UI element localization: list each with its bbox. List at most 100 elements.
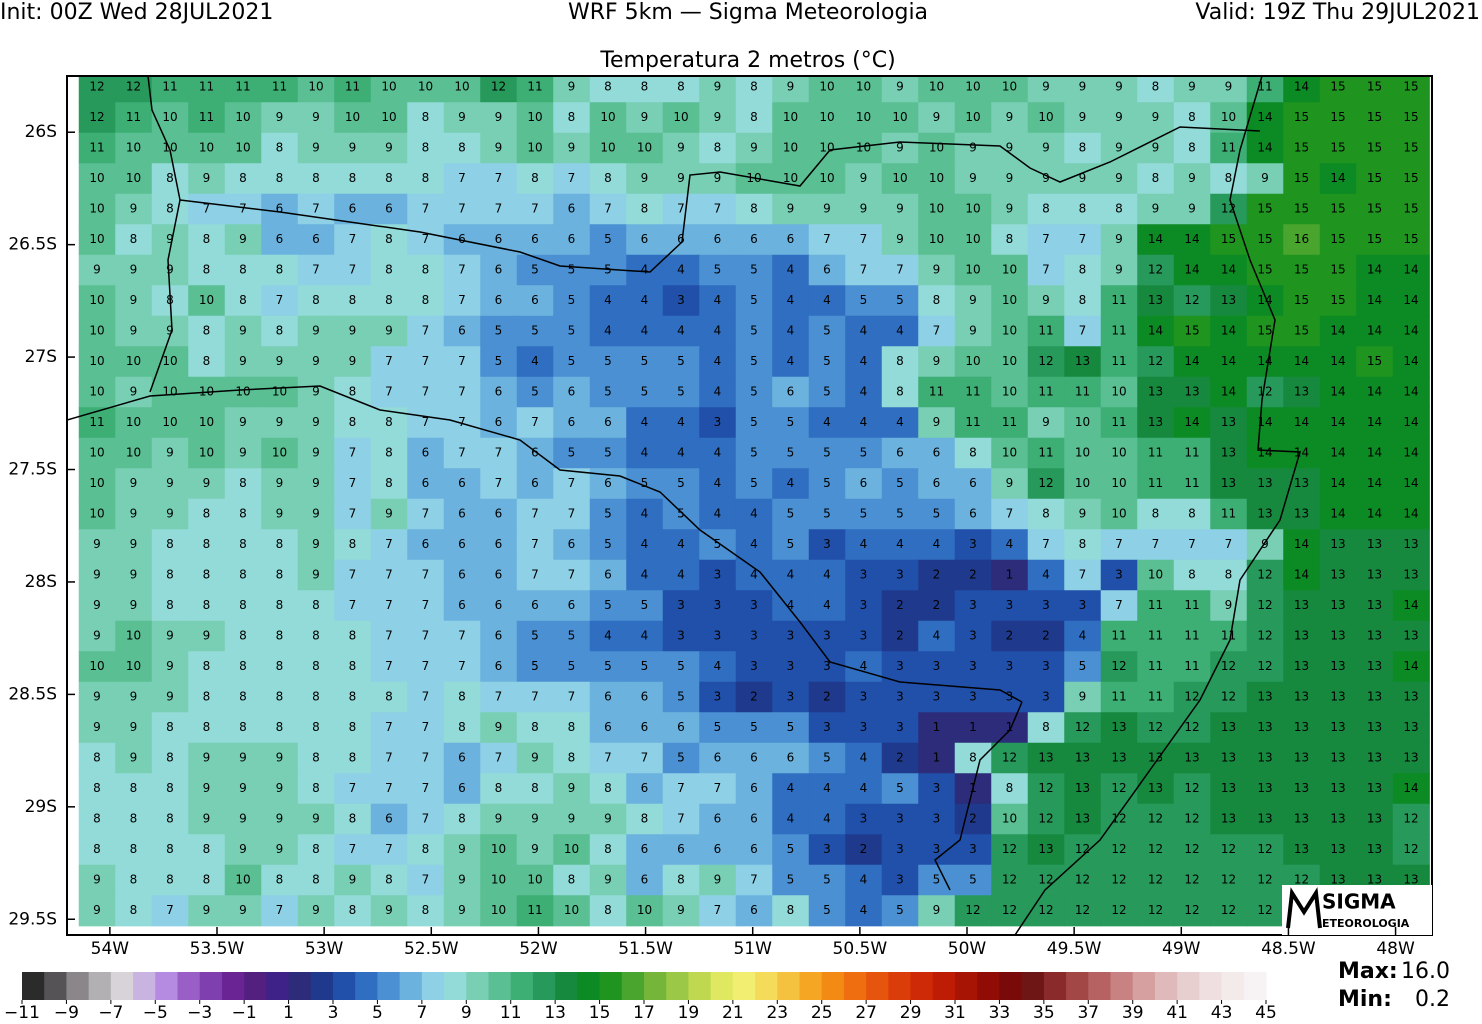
cell-value: 8 <box>130 781 138 795</box>
cell-value: 8 <box>568 110 576 124</box>
field-cell <box>1064 498 1102 530</box>
cell-value: 8 <box>1188 568 1196 582</box>
field-cell <box>370 346 408 378</box>
cell-value: 8 <box>677 873 685 887</box>
field-cell <box>78 346 116 378</box>
cell-value: 7 <box>677 781 685 795</box>
field-cell <box>881 468 919 500</box>
field-cell <box>881 376 919 408</box>
cell-value: 8 <box>166 537 174 551</box>
field-cell <box>1356 193 1394 225</box>
cell-value: 12 <box>1148 842 1163 856</box>
cell-value: 10 <box>126 354 141 368</box>
cell-value: 9 <box>969 324 977 338</box>
cell-value: 2 <box>823 690 831 704</box>
cell-value: 13 <box>1330 537 1345 551</box>
colorbar-tick-label: −5 <box>143 1003 168 1020</box>
field-cell <box>881 193 919 225</box>
cell-value: 15 <box>1294 202 1309 216</box>
field-cell <box>261 468 299 500</box>
cell-value: 13 <box>1367 781 1382 795</box>
field-cell <box>334 590 372 622</box>
cell-value: 7 <box>458 171 466 185</box>
cell-value: 7 <box>568 171 576 185</box>
cell-value: 7 <box>422 781 430 795</box>
cell-value: 5 <box>823 507 831 521</box>
cell-value: 9 <box>1115 171 1123 185</box>
field-cell <box>224 559 262 591</box>
color-swatch <box>266 972 290 1000</box>
cell-value: 10 <box>673 110 688 124</box>
cell-value: 4 <box>641 507 649 521</box>
field-cell <box>370 285 408 317</box>
cell-value: 9 <box>130 202 138 216</box>
field-cell <box>188 254 226 286</box>
field-cell <box>881 559 919 591</box>
cell-value: 5 <box>604 385 612 399</box>
cell-value: 5 <box>641 354 649 368</box>
cell-value: 6 <box>531 476 539 490</box>
cell-value: 4 <box>787 293 795 307</box>
field-cell <box>589 102 627 134</box>
cell-value: 3 <box>860 720 868 734</box>
field-cell <box>954 224 992 256</box>
cell-value: 8 <box>349 385 357 399</box>
cell-value: 15 <box>1294 141 1309 155</box>
cell-value: 9 <box>93 568 101 582</box>
cell-value: 8 <box>276 568 284 582</box>
colorbar-tick-label: −3 <box>187 1003 212 1020</box>
cell-value: 10 <box>491 842 506 856</box>
field-cell <box>443 376 481 408</box>
cell-value: 6 <box>422 537 430 551</box>
cell-value: 8 <box>1079 293 1087 307</box>
field-cell <box>1027 437 1065 469</box>
field-cell <box>151 76 189 103</box>
cell-value: 5 <box>896 476 904 490</box>
cell-value: 3 <box>787 690 795 704</box>
cell-value: 10 <box>126 446 141 460</box>
cell-value: 6 <box>458 598 466 612</box>
cell-value: 6 <box>750 781 758 795</box>
field-cell <box>443 498 481 530</box>
cell-value: 11 <box>1111 690 1126 704</box>
cell-value: 11 <box>1148 690 1163 704</box>
cell-value: 10 <box>1111 476 1126 490</box>
field-cell <box>370 498 408 530</box>
cell-value: 14 <box>1367 476 1382 490</box>
field-cell <box>370 315 408 347</box>
field-cell <box>261 285 299 317</box>
field-cell <box>224 163 262 195</box>
field-cell <box>261 529 299 561</box>
cell-value: 5 <box>568 629 576 643</box>
cell-value: 13 <box>1148 781 1163 795</box>
cell-value: 8 <box>312 873 320 887</box>
cell-value: 4 <box>641 629 649 643</box>
cell-value: 12 <box>1257 842 1272 856</box>
field-cell <box>370 102 408 134</box>
field-cell <box>516 498 554 530</box>
field-cell <box>954 590 992 622</box>
cell-value: 4 <box>677 568 685 582</box>
field-cell <box>1173 285 1211 317</box>
cell-value: 8 <box>312 598 320 612</box>
cell-value: 13 <box>1330 781 1345 795</box>
field-cell <box>1319 437 1357 469</box>
cell-value: 5 <box>933 873 941 887</box>
field-cell <box>1319 224 1357 256</box>
field-cell <box>224 498 262 530</box>
cell-value: 10 <box>235 873 250 887</box>
cell-value: 9 <box>312 141 320 155</box>
field-cell <box>1246 346 1284 378</box>
cell-value: 6 <box>750 812 758 826</box>
color-swatch <box>244 972 267 1000</box>
cell-value: 4 <box>677 324 685 338</box>
cell-value: 11 <box>1002 415 1017 429</box>
cell-value: 7 <box>422 385 430 399</box>
cell-value: 6 <box>750 751 758 765</box>
cell-value: 6 <box>641 690 649 704</box>
field-cell <box>735 620 773 652</box>
cell-value: 9 <box>203 476 211 490</box>
field-cell <box>1027 590 1065 622</box>
cell-value: 9 <box>239 903 247 917</box>
cell-value: 9 <box>677 903 685 917</box>
